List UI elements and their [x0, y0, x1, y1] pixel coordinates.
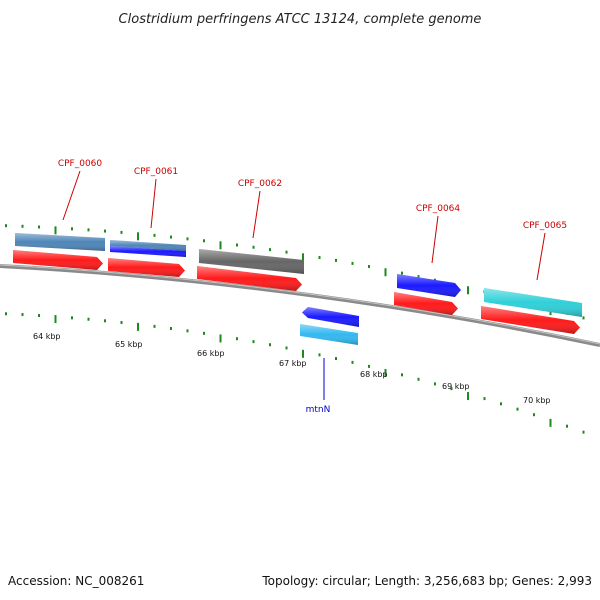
kbp-label-69: 69 kbp — [442, 382, 470, 391]
gene-arrow-mtnn — [302, 307, 359, 327]
gene-leader-line — [62, 170, 81, 221]
tick-marks — [5, 224, 585, 434]
gene-bar-cpf-0061-inner — [110, 246, 186, 257]
gene-leader-line — [150, 178, 157, 229]
gene-bar-cpf-0065 — [484, 288, 582, 317]
kbp-label-66: 66 kbp — [197, 349, 225, 358]
gene-bar-cpf-0061 — [110, 240, 186, 251]
map-title: Clostridium perfringens ATCC 13124, comp… — [119, 12, 482, 27]
gene-leader-line — [536, 232, 546, 281]
kbp-label-68: 68 kbp — [360, 370, 388, 379]
gene-label-cpf-0064: CPF_0064 — [416, 204, 461, 214]
genome-backbone — [0, 264, 600, 347]
gene-label-mtnn: mtnN — [306, 405, 331, 415]
cds-arrow-cpf-0061 — [108, 258, 185, 277]
gene-bar-cpf-0062 — [199, 249, 304, 274]
gene-bar-mtnn — [300, 324, 358, 345]
kbp-labels: 64 kbp 65 kbp 66 kbp 67 kbp 68 kbp 69 kb… — [33, 332, 551, 405]
gene-label-cpf-0060: CPF_0060 — [58, 159, 103, 169]
cds-arrow-cpf-0060 — [13, 250, 103, 270]
gene-bar-cpf-0064 — [397, 274, 461, 297]
gene-leader-line — [252, 190, 261, 239]
gene-labels: CPF_0060 CPF_0061 CPF_0062 CPF_0064 CPF_0065… — [58, 159, 567, 415]
kbp-label-65: 65 kbp — [115, 340, 143, 349]
gene-features — [13, 233, 582, 345]
genome-backbone-highlight — [0, 264, 600, 345]
gene-label-cpf-0062: CPF_0062 — [238, 179, 282, 189]
gene-leader-line — [431, 215, 439, 264]
kbp-label-70: 70 kbp — [523, 396, 551, 405]
cds-arrow-cpf-0064 — [394, 292, 458, 315]
cds-arrow-cpf-0062 — [197, 266, 302, 291]
accession-text: Accession: NC_008261 — [8, 574, 144, 588]
genome-summary-text: Topology: circular; Length: 3,256,683 bp… — [261, 574, 592, 588]
kbp-label-64: 64 kbp — [33, 332, 61, 341]
gene-label-cpf-0065: CPF_0065 — [523, 221, 567, 231]
gene-bar-cpf-0060 — [15, 233, 105, 251]
gene-label-cpf-0061: CPF_0061 — [134, 167, 178, 177]
kbp-label-67: 67 kbp — [279, 359, 307, 368]
cds-arrow-cpf-0065 — [481, 306, 580, 334]
